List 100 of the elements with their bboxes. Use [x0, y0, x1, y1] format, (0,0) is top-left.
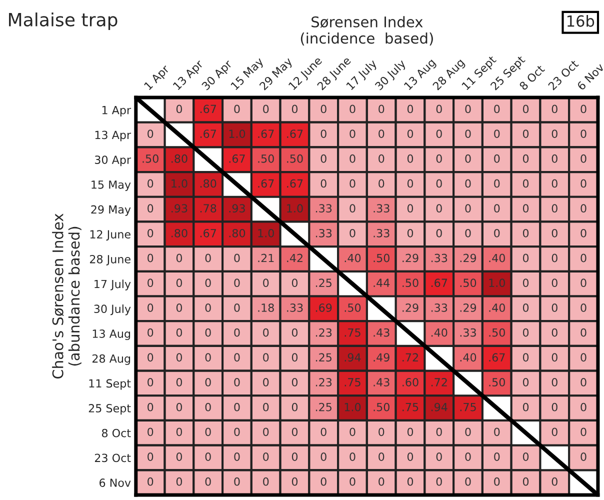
data-label: 0	[263, 378, 269, 386]
data-label: 0	[176, 303, 182, 312]
data-label: 0	[465, 179, 471, 188]
data-label: 0	[148, 179, 154, 188]
data-label: 0	[465, 154, 471, 163]
data-label: 0	[176, 104, 182, 114]
data-label: 0	[148, 204, 154, 213]
y-tick-label: 30 Apr	[94, 156, 132, 166]
data-label: 0	[176, 378, 182, 386]
data-label: 0	[234, 328, 240, 337]
data-label: .33	[316, 204, 332, 213]
data-label: 0	[263, 402, 269, 412]
data-label: 0	[350, 204, 356, 213]
data-label: 0	[292, 328, 298, 337]
data-label: .50	[489, 378, 505, 386]
data-label: 0	[205, 278, 211, 288]
data-label: 0	[263, 104, 269, 114]
data-label: .60	[402, 378, 418, 386]
data-label: 0	[320, 452, 326, 461]
data-label: .49	[374, 353, 390, 362]
data-label: 0	[234, 278, 240, 288]
data-label: 0	[522, 130, 529, 138]
data-label: .67	[229, 154, 245, 163]
data-label: 0	[436, 452, 442, 461]
data-label: 0	[350, 428, 356, 436]
data-label: 0	[205, 254, 211, 262]
y-tick-label: 8 Oct	[102, 428, 131, 438]
data-label: .40	[431, 328, 448, 337]
data-label: 0	[465, 204, 471, 213]
data-label: 0	[292, 104, 298, 114]
data-label: 0	[320, 104, 326, 114]
data-label: 0	[234, 477, 240, 486]
data-label: 0	[580, 204, 586, 213]
data-label: .75	[460, 403, 476, 412]
data-label: 0	[552, 130, 558, 138]
data-label: 0	[522, 204, 529, 213]
data-label: 0	[465, 104, 471, 114]
data-label: 0	[292, 378, 298, 386]
data-label: .67	[258, 130, 274, 138]
data-label: 1.0	[344, 402, 361, 412]
data-label: 0	[552, 104, 558, 114]
data-label: 0	[320, 428, 326, 436]
data-label: 0	[580, 254, 586, 262]
data-label: 0	[580, 402, 586, 412]
data-label: .29	[402, 303, 418, 312]
data-label: 0	[176, 428, 182, 436]
y-tick-label: 28 June	[90, 254, 130, 266]
data-label: 0	[436, 477, 442, 486]
data-label: 0	[552, 378, 558, 386]
data-label: .25	[316, 278, 332, 288]
data-label: .23	[316, 328, 332, 337]
data-label: .75	[402, 403, 418, 412]
data-label: 1.0	[229, 130, 246, 138]
data-label: 0	[176, 402, 182, 412]
data-label: .21	[258, 254, 274, 262]
data-label: 0	[176, 328, 182, 337]
data-label: .33	[287, 303, 303, 312]
data-label: 0	[234, 303, 240, 312]
data-label: 0	[494, 130, 500, 138]
data-label: 0	[494, 154, 500, 163]
data-label: .80	[229, 228, 246, 238]
data-label: 0	[580, 104, 586, 114]
x-tick-label: 23 Oct	[548, 59, 580, 91]
data-label: 0	[292, 353, 298, 362]
data-label: 0	[494, 477, 500, 486]
data-label: 0	[176, 477, 182, 486]
data-label: 0	[436, 154, 442, 163]
data-label: 0	[263, 278, 269, 288]
data-label: .43	[374, 328, 390, 337]
data-label: 0	[580, 428, 586, 436]
data-label: .72	[402, 353, 418, 362]
data-label: 0	[522, 452, 529, 461]
data-label: 0	[552, 428, 558, 436]
data-label: .42	[287, 254, 302, 262]
data-label: 0	[552, 353, 558, 362]
data-label: 0	[350, 452, 356, 461]
data-label: .50	[142, 154, 158, 163]
data-label: 0	[407, 228, 414, 238]
data-label: 0	[494, 228, 500, 238]
data-label: 0	[436, 130, 442, 138]
data-label: 0	[378, 477, 384, 486]
y-tick-label: 13 Aug	[92, 329, 130, 340]
data-label: .33	[431, 303, 448, 312]
y-tick-label: 6 Nov	[100, 478, 131, 487]
data-label: 0	[522, 154, 529, 163]
data-label: 0	[148, 130, 154, 138]
data-label: 1.0	[489, 278, 505, 288]
data-label: .94	[344, 353, 361, 362]
data-label: .29	[402, 254, 418, 262]
data-label: .75	[344, 328, 360, 337]
data-label: 0	[205, 452, 211, 461]
data-label: 0	[407, 452, 414, 461]
y-tick-label: 29 May	[91, 205, 131, 216]
data-label: 0	[552, 303, 558, 312]
data-label: 0	[580, 452, 586, 461]
data-label: 0	[407, 130, 414, 138]
data-label: 0	[494, 179, 500, 188]
data-label: 0	[552, 204, 558, 213]
data-label: .50	[374, 402, 390, 412]
data-label: 0	[378, 179, 384, 188]
